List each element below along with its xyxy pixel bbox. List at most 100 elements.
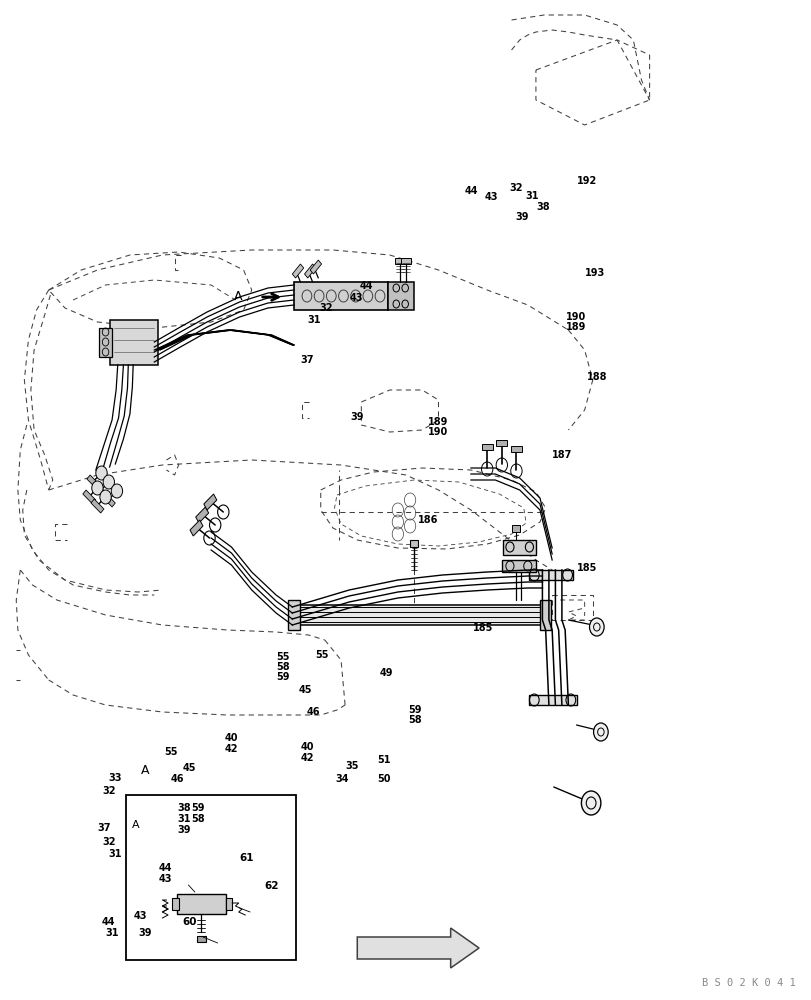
Text: 33: 33 xyxy=(108,773,122,783)
Polygon shape xyxy=(388,282,414,310)
Polygon shape xyxy=(99,328,112,357)
Polygon shape xyxy=(304,264,315,278)
Text: 31: 31 xyxy=(525,191,539,201)
Bar xyxy=(126,795,296,960)
Text: 35: 35 xyxy=(345,761,358,771)
Text: 45: 45 xyxy=(182,763,196,773)
Text: 32: 32 xyxy=(319,303,333,313)
Text: 189: 189 xyxy=(565,322,586,332)
Text: 43: 43 xyxy=(484,192,498,202)
Polygon shape xyxy=(539,600,550,630)
Text: 58: 58 xyxy=(408,715,422,725)
Text: 46: 46 xyxy=(170,774,184,784)
Polygon shape xyxy=(528,570,573,580)
Text: 190: 190 xyxy=(427,427,448,437)
Circle shape xyxy=(581,791,600,815)
Text: A: A xyxy=(140,764,148,777)
Text: 32: 32 xyxy=(102,837,116,847)
Text: 43: 43 xyxy=(158,874,172,884)
Text: A: A xyxy=(132,820,139,830)
Text: 43: 43 xyxy=(349,293,363,303)
Text: 58: 58 xyxy=(191,814,204,824)
Polygon shape xyxy=(172,898,178,910)
Text: 32: 32 xyxy=(508,183,522,193)
Polygon shape xyxy=(292,264,303,278)
Text: 62: 62 xyxy=(264,881,278,891)
Text: 42: 42 xyxy=(225,744,238,754)
Polygon shape xyxy=(310,260,321,274)
Text: 185: 185 xyxy=(473,623,493,633)
Polygon shape xyxy=(102,493,115,507)
Circle shape xyxy=(100,490,111,504)
Text: 31: 31 xyxy=(177,814,191,824)
Text: 31: 31 xyxy=(105,928,119,938)
Text: 55: 55 xyxy=(276,652,290,662)
Polygon shape xyxy=(195,507,208,523)
Text: 59: 59 xyxy=(408,705,422,715)
Text: 42: 42 xyxy=(300,753,314,763)
Circle shape xyxy=(103,475,114,489)
Text: 34: 34 xyxy=(335,774,349,784)
Circle shape xyxy=(111,484,122,498)
Text: 39: 39 xyxy=(177,825,191,835)
Text: 31: 31 xyxy=(108,849,122,859)
Text: 51: 51 xyxy=(376,755,390,765)
Text: 44: 44 xyxy=(359,281,373,291)
Text: 31: 31 xyxy=(307,315,320,325)
Text: 32: 32 xyxy=(102,786,116,796)
Text: 44: 44 xyxy=(101,917,115,927)
Polygon shape xyxy=(83,490,96,504)
Polygon shape xyxy=(177,894,225,914)
Polygon shape xyxy=(94,484,107,498)
Polygon shape xyxy=(528,695,576,705)
Polygon shape xyxy=(395,258,405,264)
Circle shape xyxy=(92,481,103,495)
Text: 39: 39 xyxy=(138,928,152,938)
Polygon shape xyxy=(401,258,410,264)
Text: 55: 55 xyxy=(315,650,328,660)
Polygon shape xyxy=(204,494,217,510)
Text: 40: 40 xyxy=(225,733,238,743)
Text: 189: 189 xyxy=(427,417,448,427)
Text: 43: 43 xyxy=(134,911,148,921)
Text: 37: 37 xyxy=(300,355,314,365)
Polygon shape xyxy=(511,525,519,532)
Text: 44: 44 xyxy=(158,863,172,873)
Polygon shape xyxy=(510,446,521,452)
Text: 58: 58 xyxy=(276,662,290,672)
Polygon shape xyxy=(292,605,543,625)
Circle shape xyxy=(96,466,107,480)
Text: 59: 59 xyxy=(191,803,204,813)
Text: 37: 37 xyxy=(97,823,111,833)
Polygon shape xyxy=(91,499,104,513)
Text: 38: 38 xyxy=(177,803,191,813)
Circle shape xyxy=(589,618,603,636)
Text: 45: 45 xyxy=(298,685,312,695)
Text: 61: 61 xyxy=(239,853,254,863)
Text: B S 0 2 K 0 4 1: B S 0 2 K 0 4 1 xyxy=(702,978,795,988)
Polygon shape xyxy=(294,282,388,310)
Polygon shape xyxy=(196,936,206,942)
Polygon shape xyxy=(410,540,418,547)
Text: 39: 39 xyxy=(515,212,529,222)
Text: 40: 40 xyxy=(300,742,314,752)
Polygon shape xyxy=(481,444,492,450)
Text: 50: 50 xyxy=(376,774,390,784)
Text: 44: 44 xyxy=(464,186,478,196)
Text: 59: 59 xyxy=(276,672,290,682)
Text: 185: 185 xyxy=(576,563,596,573)
Polygon shape xyxy=(190,520,203,536)
Text: 190: 190 xyxy=(565,312,586,322)
Polygon shape xyxy=(109,320,158,365)
Text: 187: 187 xyxy=(551,450,572,460)
Text: 186: 186 xyxy=(418,515,438,525)
Polygon shape xyxy=(87,475,100,489)
Text: 46: 46 xyxy=(307,707,320,717)
Text: 192: 192 xyxy=(576,176,596,186)
Text: 60: 60 xyxy=(182,917,197,927)
Polygon shape xyxy=(503,540,535,555)
Polygon shape xyxy=(288,600,300,630)
Text: 39: 39 xyxy=(350,412,364,422)
Polygon shape xyxy=(501,560,535,572)
Text: 188: 188 xyxy=(586,372,607,382)
